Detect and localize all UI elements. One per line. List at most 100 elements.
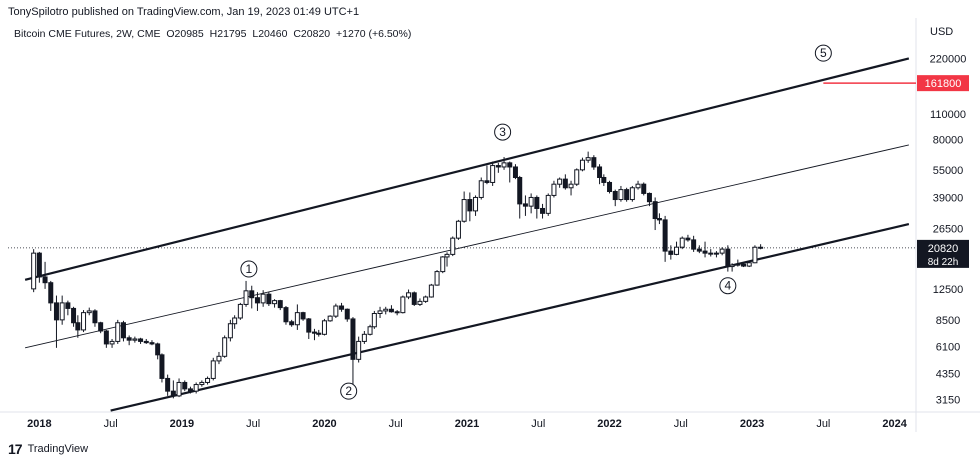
- candle-body: [411, 292, 417, 305]
- candle-body: [545, 194, 551, 214]
- candle-body: [629, 187, 635, 201]
- symbol-name[interactable]: Bitcoin CME Futures, 2W, CME: [14, 28, 161, 40]
- candle-body: [440, 256, 446, 273]
- candle-body: [81, 312, 87, 331]
- candle-body: [696, 248, 702, 252]
- candle-body: [115, 322, 121, 342]
- y-tick-label: 8500: [936, 315, 960, 327]
- wave-label-circle: [494, 123, 512, 141]
- candle-body: [132, 338, 138, 341]
- candle-body: [646, 192, 652, 203]
- x-tick-label: Jul: [674, 418, 688, 430]
- candle-body: [597, 166, 603, 178]
- candle-body: [227, 323, 233, 339]
- candle-body: [601, 176, 607, 183]
- channel-lower-line: [110, 223, 910, 412]
- candle-body: [656, 218, 662, 221]
- ohlc-high: H21795: [209, 28, 247, 40]
- x-tick-label: Jul: [531, 418, 545, 430]
- candle-body: [624, 189, 630, 201]
- candle-body: [165, 377, 171, 392]
- candle-body: [316, 332, 322, 335]
- candle-body: [120, 322, 126, 339]
- candle-body: [75, 322, 81, 331]
- candle-body: [607, 181, 613, 193]
- candle-body: [388, 308, 394, 313]
- candle-body: [243, 290, 249, 305]
- y-tick-label: 12500: [933, 284, 964, 296]
- candle-body: [585, 157, 591, 161]
- candle-body: [289, 321, 295, 326]
- brand-name: TradingView: [27, 443, 89, 455]
- target-price-badge: [917, 75, 969, 92]
- y-tick-label: 26500: [933, 224, 964, 236]
- candle-body: [719, 248, 725, 254]
- candle-body: [685, 237, 691, 241]
- candle-body: [741, 263, 747, 267]
- candle-body: [294, 312, 300, 326]
- candle-body: [423, 296, 429, 302]
- candle-body: [522, 203, 528, 207]
- candle-body: [266, 293, 272, 305]
- wave-label-text: 4: [724, 279, 731, 293]
- candle-body: [618, 189, 624, 201]
- candle-body: [193, 384, 199, 392]
- candle-body: [327, 315, 333, 322]
- candle-body: [371, 313, 377, 328]
- candle-body: [540, 207, 546, 214]
- candle-body: [662, 219, 668, 252]
- candle-body: [746, 262, 752, 267]
- ohlc-open: O20985: [166, 28, 204, 40]
- candle-body: [752, 246, 758, 264]
- ohlc-close: C20820: [293, 28, 331, 40]
- wave-label-text: 3: [499, 125, 506, 139]
- candle-body: [86, 310, 92, 314]
- candle-body: [434, 271, 440, 286]
- y-tick-label: 80000: [933, 135, 964, 147]
- candle-body: [383, 308, 389, 312]
- candle-body: [232, 317, 238, 325]
- candle-body: [444, 253, 450, 258]
- x-tick-label: Jul: [816, 418, 830, 430]
- candle-body: [149, 342, 155, 345]
- target-price-label: 161800: [925, 78, 962, 90]
- candle-body: [461, 199, 467, 222]
- candle-body: [311, 331, 317, 334]
- candle-body: [103, 330, 109, 345]
- candle-body: [400, 296, 406, 314]
- candle-body: [450, 237, 456, 255]
- wave-label-circle: [719, 277, 737, 295]
- candle-body: [691, 239, 697, 250]
- wave-label-text: 2: [345, 384, 352, 398]
- candle-body: [668, 250, 674, 255]
- candle-body: [635, 183, 641, 189]
- candle-body: [507, 162, 513, 168]
- candle-body: [591, 157, 597, 168]
- x-tick-label: Jul: [246, 418, 260, 430]
- wave-label-text: 1: [246, 262, 253, 276]
- candle-body: [725, 248, 731, 268]
- candle-body: [455, 220, 461, 239]
- candle-body: [65, 302, 71, 309]
- candle-body: [48, 282, 54, 304]
- candle-body: [199, 381, 205, 386]
- candle-body: [126, 337, 132, 341]
- candle-body: [377, 310, 383, 315]
- candle-body: [237, 303, 243, 319]
- candle-body: [562, 178, 568, 189]
- candle-body: [210, 360, 216, 379]
- y-tick-label: 55000: [933, 165, 964, 177]
- wave-label-circle: [340, 382, 358, 400]
- wave-label-text: 5: [820, 46, 827, 60]
- candle-body: [713, 252, 719, 255]
- symbol-legend: Bitcoin CME Futures, 2W, CME O20985 H217…: [14, 28, 414, 40]
- candle-body: [417, 300, 423, 305]
- candle-body: [333, 305, 339, 317]
- candle-body: [652, 201, 658, 220]
- candle-body: [42, 276, 48, 284]
- candle-body: [361, 333, 367, 342]
- candle-body: [478, 180, 484, 198]
- candle-body: [350, 318, 356, 360]
- candle-body: [321, 320, 327, 335]
